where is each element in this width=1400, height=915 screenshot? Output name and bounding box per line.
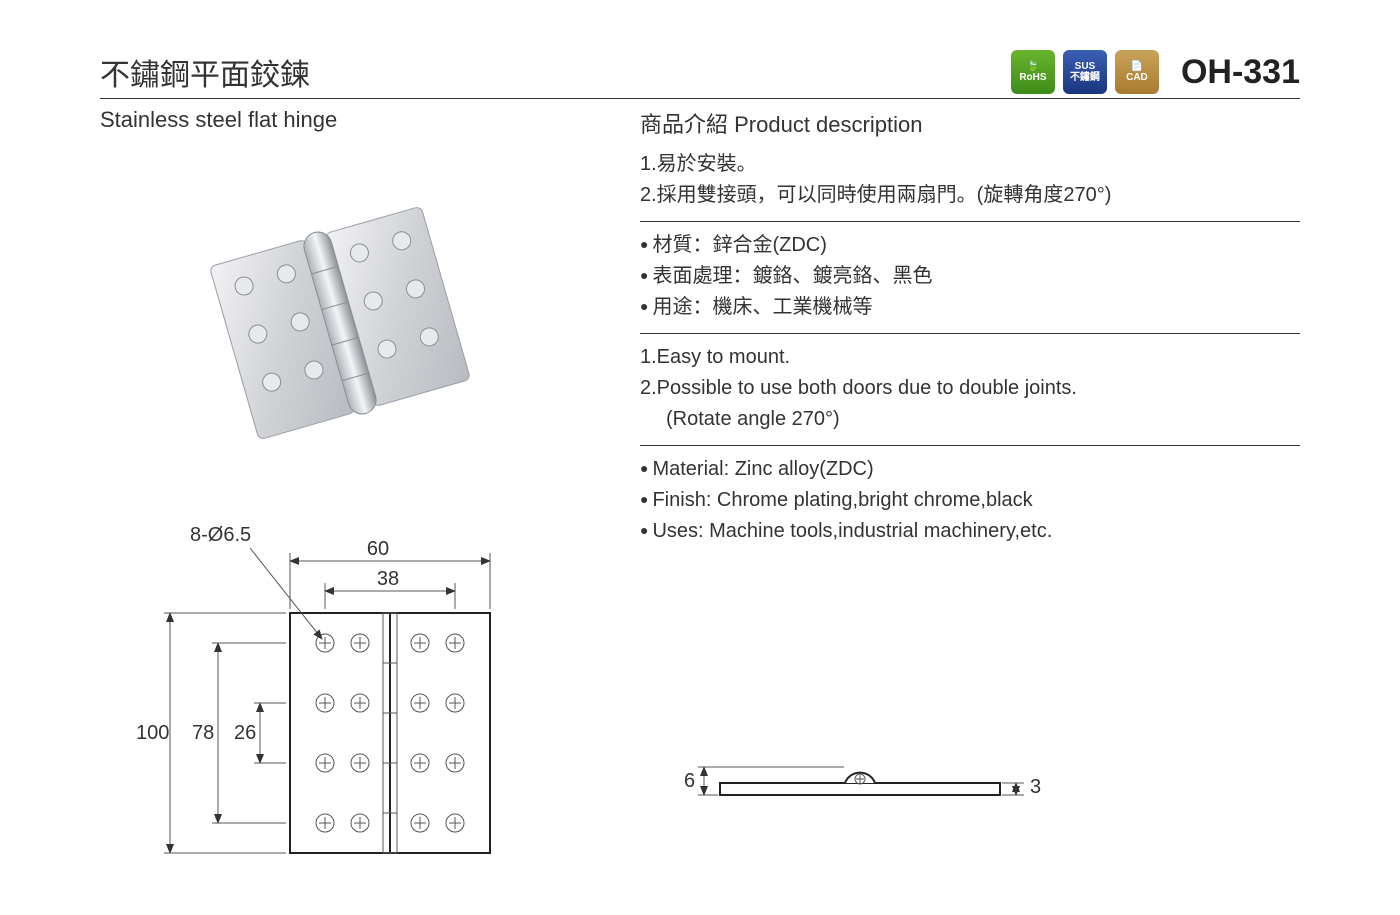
divider-3	[640, 445, 1300, 446]
spec-cn-2: 表面處理：鍍鉻、鍍亮鉻、黑色	[640, 261, 1300, 292]
rohs-leaf-icon: 🍃	[1027, 61, 1039, 72]
hole-spec: 8-Ø6.5	[190, 524, 251, 546]
rohs-label: RoHS	[1019, 72, 1046, 83]
dim-78: 78	[192, 722, 214, 744]
hinge-photo-svg	[200, 193, 480, 453]
divider-2	[640, 333, 1300, 334]
desc-en-2a: 2.Possible to use both doors due to doub…	[640, 373, 1300, 404]
rohs-badge-icon: 🍃 RoHS	[1011, 50, 1055, 94]
content-columns: Stainless steel flat hinge	[100, 107, 1300, 873]
spec-en-3: Uses: Machine tools,industrial machinery…	[640, 516, 1300, 547]
cad-file-icon: 📄	[1131, 61, 1143, 72]
product-photo	[150, 163, 530, 483]
dim-100: 100	[136, 722, 169, 744]
spec-cn-3: 用途：機床、工業機械等	[640, 292, 1300, 323]
dim-38: 38	[377, 568, 399, 590]
title-english: Stainless steel flat hinge	[100, 107, 580, 133]
desc-heading: 商品介紹 Product description	[640, 107, 1300, 139]
header-right: 🍃 RoHS SUS 不鏽鋼 📄 CAD OH-331	[1011, 50, 1300, 94]
sus-badge-icon: SUS 不鏽鋼	[1063, 50, 1107, 94]
cad-label: CAD	[1126, 72, 1148, 83]
header: 不鏽鋼平面鉸鍊 🍃 RoHS SUS 不鏽鋼 📄 CAD OH-331	[100, 50, 1300, 99]
dim-26: 26	[234, 722, 256, 744]
side-drawing: 6 3	[640, 727, 1060, 837]
front-drawing: 8-Ø6.5 60 38 100 78 26	[100, 513, 520, 873]
spec-en-1: Material: Zinc alloy(ZDC)	[640, 454, 1300, 485]
spec-cn-1: 材質：鋅合金(ZDC)	[640, 230, 1300, 261]
left-column: Stainless steel flat hinge	[100, 107, 580, 873]
desc-cn-2: 2.採用雙接頭，可以同時使用兩扇門。(旋轉角度270°)	[640, 180, 1300, 211]
spec-en-2: Finish: Chrome plating,bright chrome,bla…	[640, 485, 1300, 516]
desc-en-2b: (Rotate angle 270°)	[640, 404, 1300, 435]
cad-badge-icon: 📄 CAD	[1115, 50, 1159, 94]
desc-cn-1: 1.易於安裝。	[640, 149, 1300, 180]
sus-label-top: SUS	[1075, 61, 1096, 72]
dim-3: 3	[1030, 776, 1041, 798]
sus-label-bottom: 不鏽鋼	[1070, 72, 1100, 83]
title-chinese: 不鏽鋼平面鉸鍊	[100, 50, 310, 94]
part-number: OH-331	[1181, 53, 1300, 92]
right-column: 商品介紹 Product description 1.易於安裝。 2.採用雙接頭…	[640, 107, 1300, 873]
dim-6: 6	[684, 770, 695, 792]
divider-1	[640, 221, 1300, 222]
dim-60: 60	[367, 538, 389, 560]
desc-en-1: 1.Easy to mount.	[640, 342, 1300, 373]
